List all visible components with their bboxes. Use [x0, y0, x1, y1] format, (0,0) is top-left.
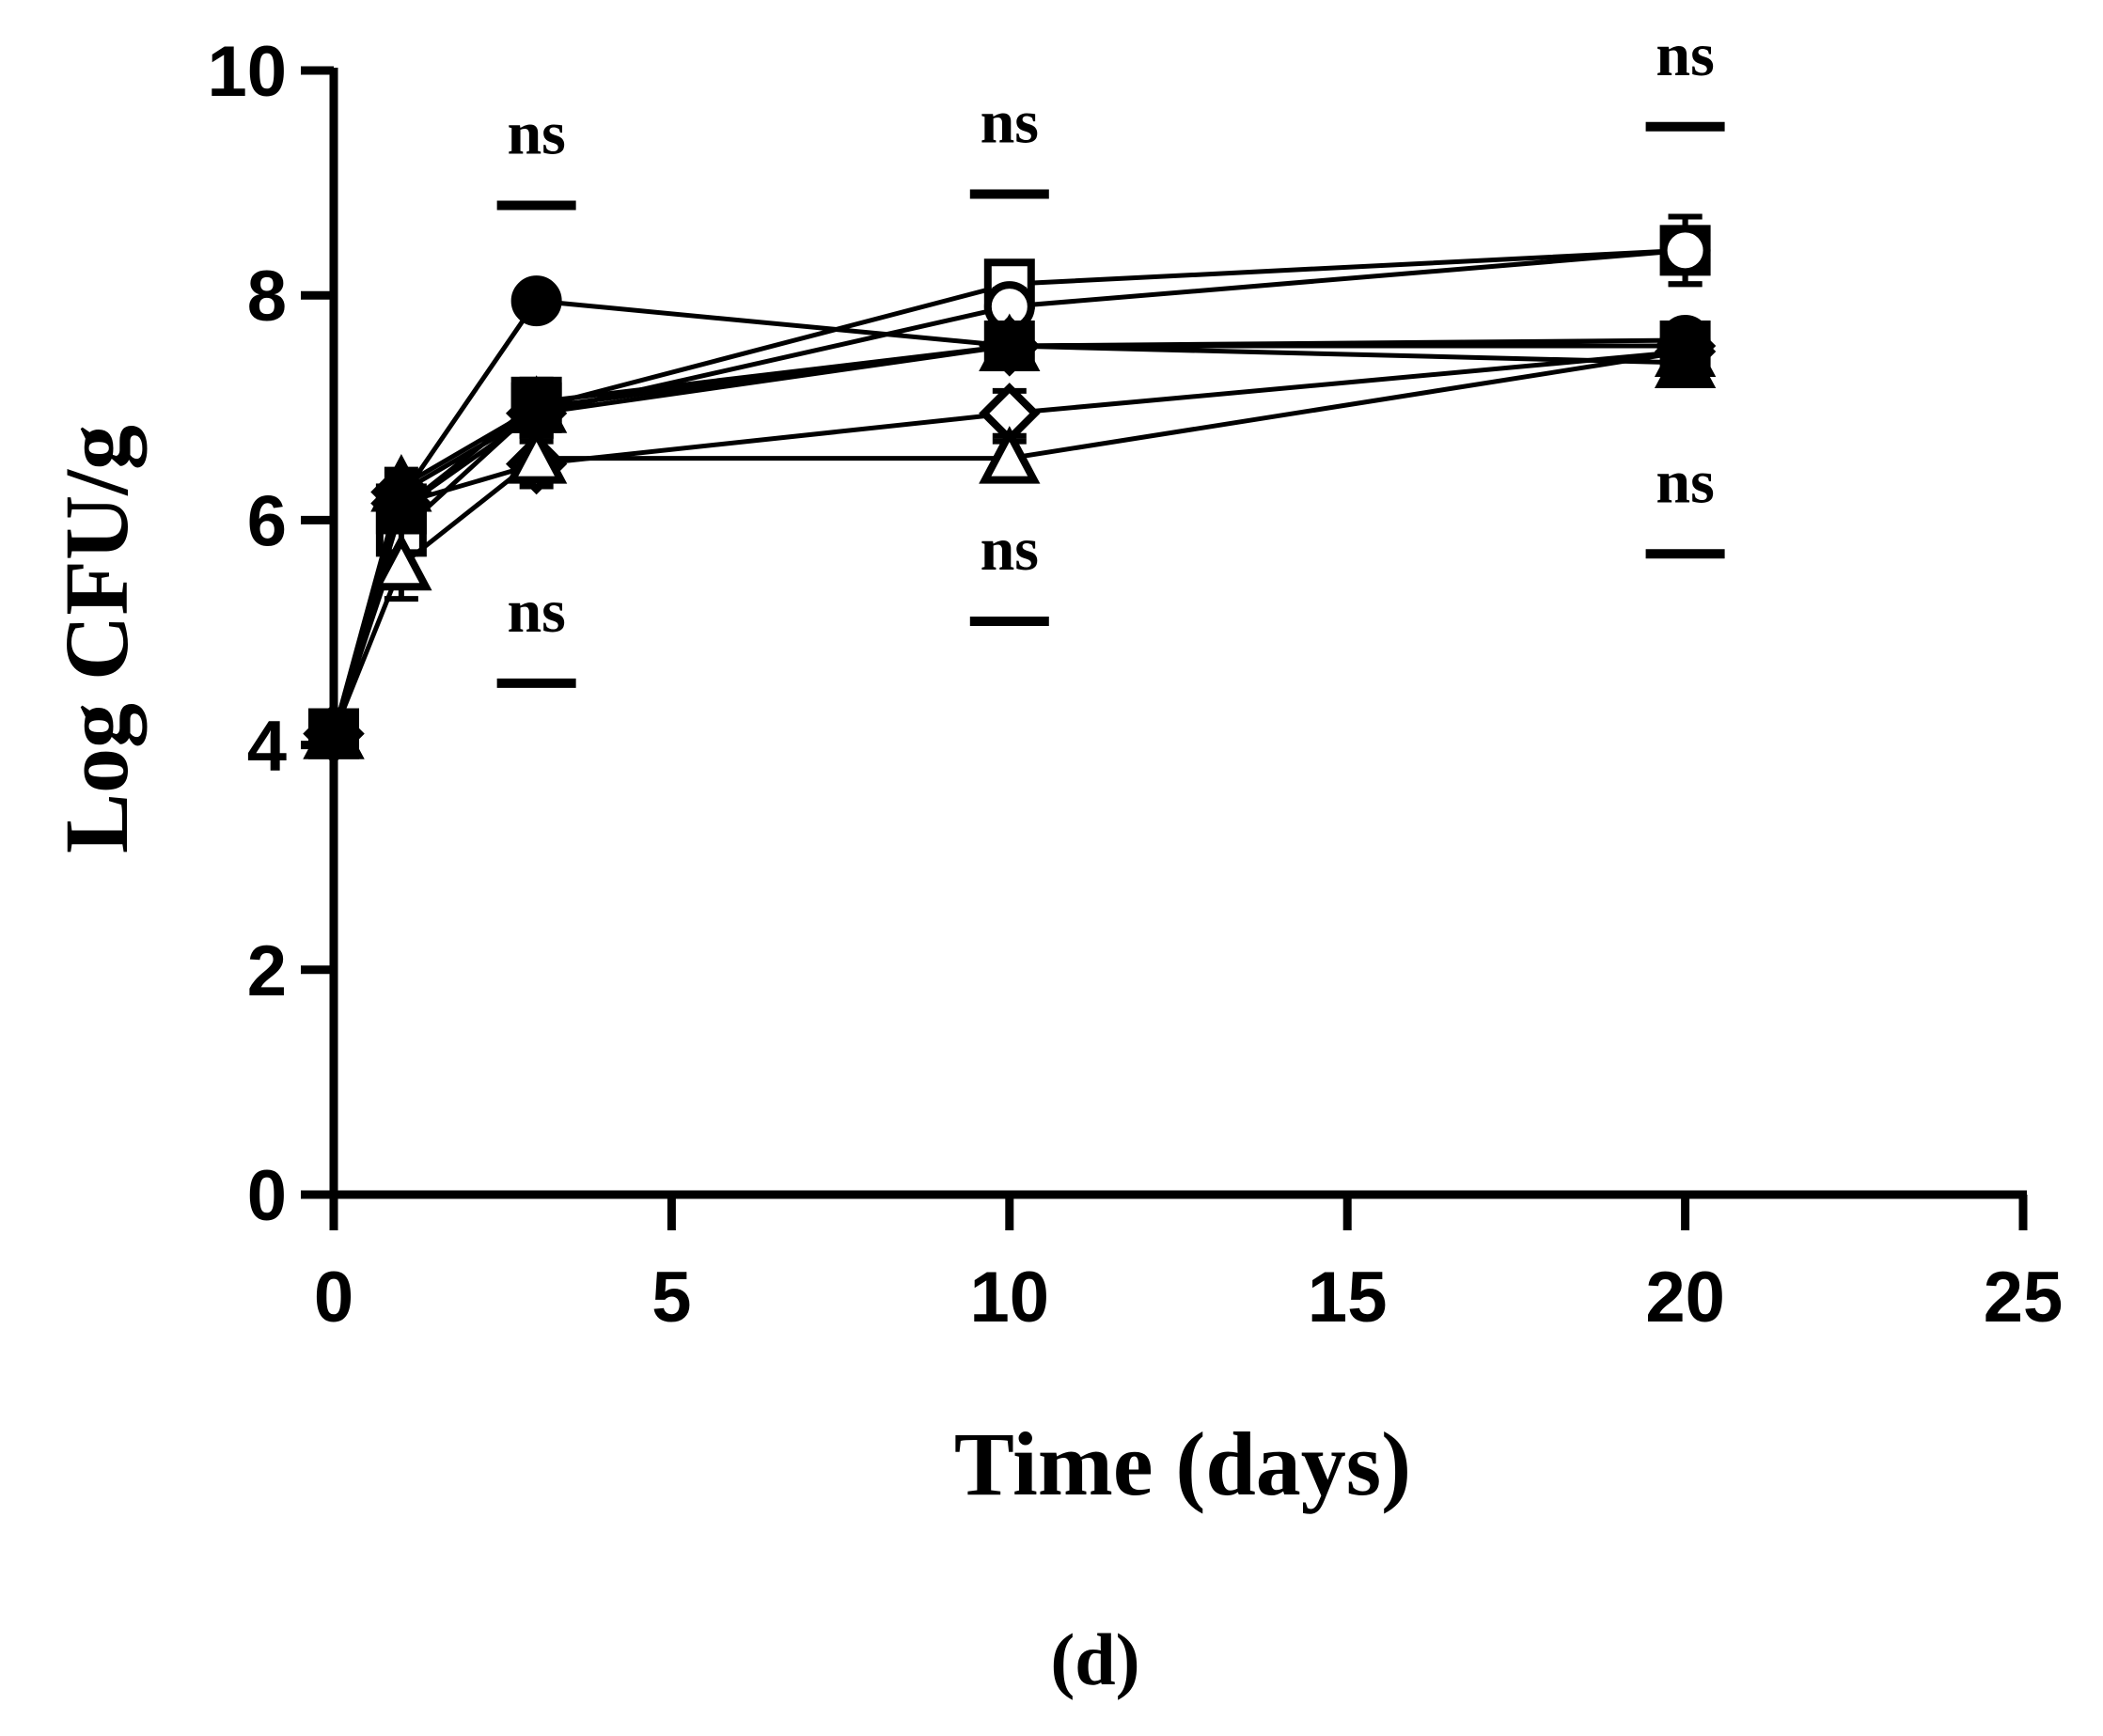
significance-label: ns [981, 515, 1039, 584]
x-tick-label: 20 [1645, 1258, 1725, 1337]
y-tick-label: 10 [207, 32, 287, 112]
x-tick-label: 25 [1984, 1258, 2064, 1337]
x-axis-title: Time (days) [954, 1414, 1411, 1514]
y-tick-label: 8 [247, 257, 287, 336]
annotation-layer: ns ns ns ns ns ns [496, 21, 1725, 688]
y-tick-label: 6 [247, 481, 287, 561]
square-marker [1659, 321, 1711, 372]
y-tick-label: 2 [247, 931, 287, 1011]
x-tick-label: 15 [1308, 1258, 1388, 1337]
triangle-marker [370, 532, 432, 591]
axes: 0 2 4 6 8 10 0 5 10 15 20 25 [207, 32, 2063, 1337]
series-layer [303, 213, 1717, 765]
y-axis-title: Log CFU/g [46, 425, 147, 853]
significance-label: ns [507, 577, 565, 646]
circle-marker [510, 275, 562, 327]
y-tick-label: 4 [247, 707, 287, 787]
x-tick-label: 0 [314, 1258, 353, 1337]
triangle-marker [505, 426, 568, 484]
square-marker [983, 321, 1035, 372]
series-filled-square [308, 321, 1711, 759]
x-tick-label: 5 [651, 1258, 691, 1337]
significance-label: ns [981, 88, 1039, 157]
significance-label: ns [507, 100, 565, 168]
significance-label: ns [1656, 21, 1714, 89]
panel-label: (d) [1050, 1619, 1139, 1700]
significance-label: ns [1656, 447, 1714, 516]
x-tick-label: 10 [970, 1258, 1050, 1337]
circle-marker [1659, 225, 1711, 276]
y-tick-label: 0 [247, 1156, 287, 1236]
triangle-marker [979, 426, 1041, 484]
square-marker [510, 376, 562, 428]
square-marker [375, 483, 427, 535]
